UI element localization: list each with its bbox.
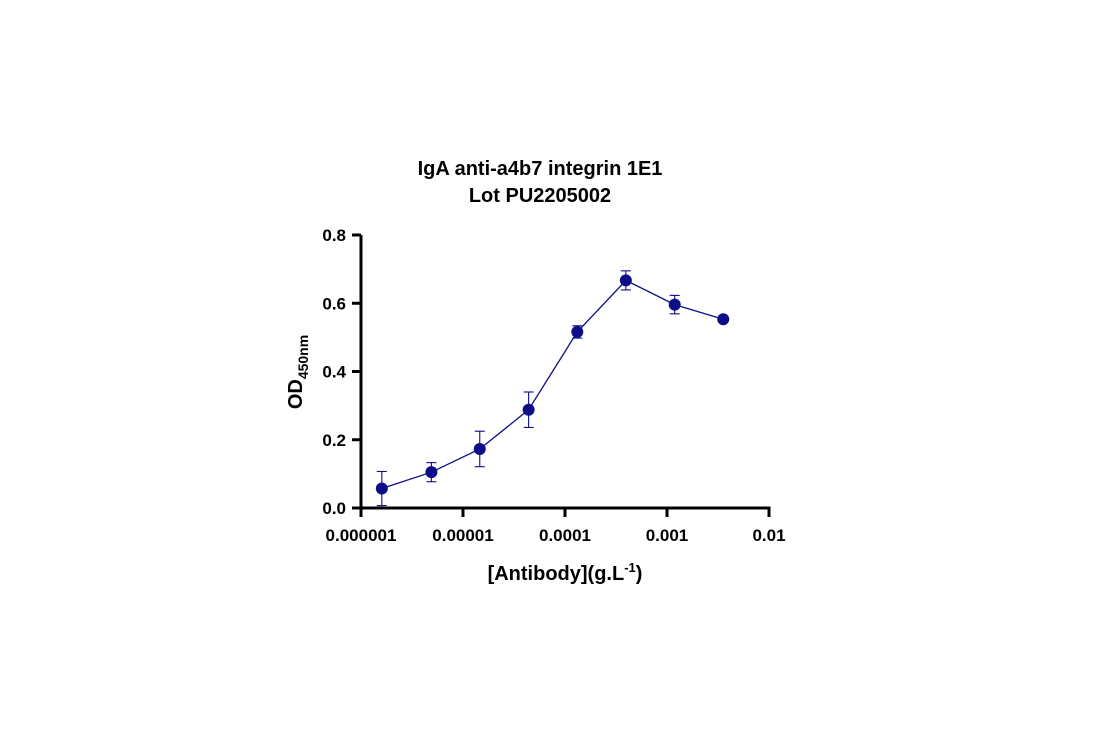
x-axis-label-superscript: -1 xyxy=(624,560,636,575)
data-point xyxy=(717,313,730,326)
x-tick-label: 0.01 xyxy=(752,526,785,545)
chart-subtitle: Lot PU2205002 xyxy=(469,185,611,207)
y-axis-label-subscript: 450nm xyxy=(295,335,311,379)
axes-group xyxy=(359,235,771,510)
y-tick-label: 0.4 xyxy=(322,363,346,382)
data-point xyxy=(619,274,632,287)
series-line xyxy=(381,279,724,490)
y-tick-label: 0.2 xyxy=(322,431,346,450)
y-axis-label-main: OD xyxy=(285,379,307,409)
data-point xyxy=(522,403,535,416)
data-point xyxy=(473,442,486,455)
ticks-group: 0.0 0.2 0.4 0.6 0.8 0.000001 0.00001 0.0001 0.00… xyxy=(322,226,785,545)
y-tick-label: 0.8 xyxy=(322,226,346,245)
x-tick-label: 0.001 xyxy=(646,526,689,545)
series-group xyxy=(375,270,730,507)
x-tick-label: 0.000001 xyxy=(326,526,397,545)
data-point xyxy=(425,466,438,479)
x-tick-label: 0.00001 xyxy=(432,526,493,545)
x-axis-label: [Antibody](g.L-1) xyxy=(488,560,643,585)
data-point xyxy=(668,298,681,311)
data-point xyxy=(571,325,584,338)
y-tick-label: 0.6 xyxy=(322,294,346,313)
x-axis-label-main: [Antibody](g.L xyxy=(488,563,625,585)
x-tick-label: 0.0001 xyxy=(539,526,591,545)
x-axis-label-suffix: ) xyxy=(636,563,643,585)
y-axis-label: OD450nm xyxy=(285,335,311,409)
chart-title: IgA anti-a4b7 integrin 1E1 xyxy=(418,158,663,180)
y-tick-label: 0.0 xyxy=(322,499,346,518)
data-point xyxy=(375,482,388,495)
